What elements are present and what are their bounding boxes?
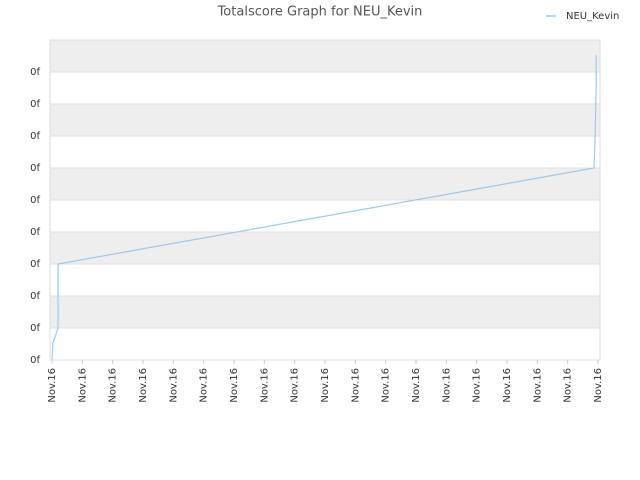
x-tick-label: Nov.16 <box>350 368 361 403</box>
y-tick-label: 0f <box>30 163 40 174</box>
y-tick-label: 0f <box>30 291 40 302</box>
y-tick-label: 0f <box>30 67 40 78</box>
y-tick-label: 0f <box>30 195 40 206</box>
x-tick-label: Nov.16 <box>320 368 331 403</box>
x-tick-label: Nov.16 <box>259 368 270 403</box>
x-tick-label: Nov.16 <box>229 368 240 403</box>
plot-band <box>50 72 600 104</box>
plot-band <box>50 136 600 168</box>
x-tick-label: Nov.16 <box>138 368 149 403</box>
line <box>51 55 597 361</box>
plot-band <box>50 232 600 264</box>
x-tick-label: Nov.16 <box>108 368 119 403</box>
y-tick-label: 0f <box>30 99 40 110</box>
y-tick-label: 0f <box>30 259 40 270</box>
x-tick-label: Nov.16 <box>411 368 422 403</box>
y-tick-label: 0f <box>30 323 40 334</box>
plot-band <box>50 264 600 296</box>
x-tick-label: Nov.16 <box>168 368 179 403</box>
plot-band <box>50 328 600 360</box>
x-tick-label: Nov.16 <box>472 368 483 403</box>
y-tick-label: 0f <box>30 355 40 366</box>
y-tick-label: 0f <box>30 227 40 238</box>
x-tick-label: Nov.16 <box>532 368 543 403</box>
legend-label: NEU_Kevin <box>566 11 619 22</box>
x-tick-label: Nov.16 <box>502 368 513 403</box>
plot-band <box>50 168 600 200</box>
y-tick-label: 0f <box>30 131 40 142</box>
plot-band <box>50 104 600 136</box>
x-tick-label: Nov.16 <box>593 368 604 403</box>
chart-title: Totalscore Graph for NEU_Kevin <box>217 5 423 20</box>
x-tick-label: Nov.16 <box>199 368 210 403</box>
x-tick-label: Nov.16 <box>381 368 392 403</box>
x-tick-label: Nov.16 <box>441 368 452 403</box>
plot-band <box>50 296 600 328</box>
x-tick-label: Nov.16 <box>47 368 58 403</box>
x-tick-label: Nov.16 <box>290 368 301 403</box>
x-tick-label: Nov.16 <box>77 368 88 403</box>
x-tick-label: Nov.16 <box>563 368 574 403</box>
plot-band <box>50 40 600 72</box>
